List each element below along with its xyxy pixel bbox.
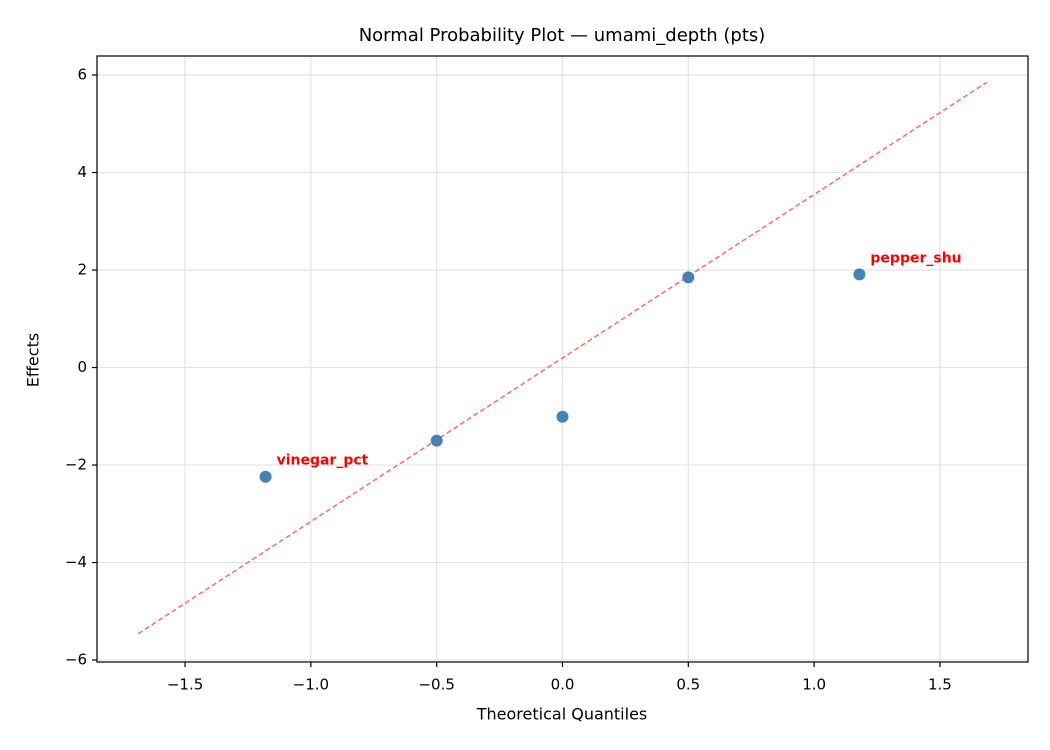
point — [853, 268, 866, 281]
x-axis-label: Theoretical Quantiles — [476, 705, 648, 724]
point — [430, 434, 443, 447]
x-tick-label: −1.0 — [293, 676, 329, 694]
y-tick-label: −4 — [65, 553, 87, 571]
point — [556, 410, 569, 423]
point — [682, 271, 695, 284]
y-tick-label: −2 — [65, 456, 87, 474]
y-tick-label: 4 — [77, 163, 87, 181]
x-tick-label: 1.0 — [802, 676, 826, 694]
x-tick-label: 0.5 — [676, 676, 700, 694]
x-tick-label: 0.0 — [551, 676, 575, 694]
reference-line — [137, 81, 988, 635]
point — [259, 470, 272, 483]
x-tick-label: 1.5 — [928, 676, 952, 694]
y-tick-label: 2 — [77, 261, 87, 279]
point-label: vinegar_pct — [277, 453, 369, 469]
plot-frame — [96, 55, 1029, 663]
y-tick-label: −6 — [65, 651, 87, 669]
y-axis-label: Effects — [24, 333, 43, 387]
point-label: pepper_shu — [870, 250, 961, 266]
y-tick-label: 0 — [77, 358, 87, 376]
x-tick-label: −1.5 — [167, 676, 203, 694]
y-tick-label: 6 — [77, 66, 87, 84]
x-tick-label: −0.5 — [418, 676, 454, 694]
chart-title: Normal Probability Plot — umami_depth (p… — [359, 25, 766, 46]
